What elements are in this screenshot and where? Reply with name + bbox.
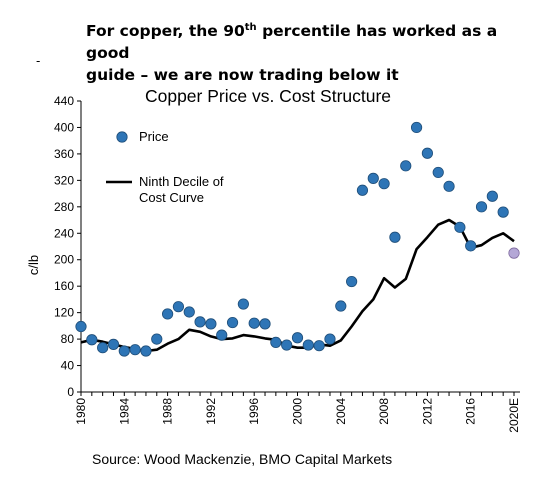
price-point (400, 160, 412, 172)
price-point (421, 147, 433, 159)
x-tick-label: 1980 (74, 398, 88, 425)
decile-line (80, 218, 515, 353)
price-point (118, 345, 130, 357)
price-point (378, 178, 390, 190)
y-tick-label: 440 (54, 94, 74, 108)
price-point (194, 316, 206, 328)
y-tick-label: 120 (54, 306, 74, 320)
price-point (129, 344, 141, 356)
y-tick-label: 40 (61, 359, 75, 373)
x-tick-label: 1984 (117, 398, 131, 425)
price-point (183, 306, 195, 318)
y-tick-label: 320 (54, 173, 74, 187)
y-tick-label: 280 (54, 200, 74, 214)
y-tick-label: 400 (54, 120, 74, 134)
legend-price-label: Price (139, 129, 169, 144)
price-point (151, 333, 163, 345)
price-point (281, 339, 293, 351)
price-point (107, 338, 120, 350)
headline: For copper, the 90th percentile has work… (86, 20, 546, 86)
y-tick-label: 0 (67, 385, 74, 399)
x-tick-label: 1992 (204, 398, 218, 425)
price-point (497, 206, 509, 218)
y-tick-label: 360 (54, 147, 74, 161)
x-tick-label: 2004 (334, 398, 348, 425)
price-point (465, 240, 477, 252)
y-tick-label: 200 (54, 253, 74, 267)
y-tick-label: 160 (54, 279, 74, 293)
axes: 0 40 80 120 160 200 240 280 320 360 400 440 1980 1984… (54, 94, 521, 433)
price-point (226, 316, 239, 329)
headline-line2: guide – we are now trading below it (86, 66, 399, 84)
x-tick-label: 2016 (464, 398, 478, 425)
x-tick-label: 2008 (377, 398, 391, 425)
price-point (410, 121, 423, 134)
forecast-point (508, 247, 520, 259)
x-tick-label: 2012 (420, 398, 434, 425)
y-axis-label: c/lb (26, 255, 41, 275)
headline-line1-pre: For copper, the 90 (86, 22, 245, 40)
price-point (486, 190, 498, 202)
legend-decile-label: Ninth Decile of (139, 174, 224, 189)
price-point (237, 298, 249, 310)
marks (75, 121, 520, 357)
price-point (205, 318, 217, 330)
price-point (346, 275, 358, 288)
source-note: Source: Wood Mackenzie, BMO Capital Mark… (92, 451, 392, 467)
headline-superscript: th (244, 21, 257, 33)
price-point (291, 332, 304, 344)
x-tick-label: 1996 (247, 398, 261, 425)
price-point (259, 318, 271, 330)
price-point (475, 201, 488, 213)
price-point (367, 172, 379, 184)
x-tick-label: 2000 (291, 398, 305, 425)
price-point (389, 231, 401, 243)
legend-decile-label: Cost Curve (139, 190, 204, 205)
price-point (302, 339, 314, 351)
price-point (443, 180, 455, 192)
legend-price-marker (116, 131, 128, 143)
headline-line1-post: percentile has worked as a good (86, 22, 498, 62)
price-point (432, 166, 444, 179)
price-point (172, 301, 185, 313)
price-point (270, 336, 282, 348)
chart-title: Copper Price vs. Cost Structure (145, 86, 391, 106)
price-point (454, 221, 466, 233)
x-tick-label: 1988 (161, 398, 175, 425)
y-tick-label: 240 (54, 226, 74, 240)
stray-dash: - (36, 54, 41, 68)
price-point (86, 334, 98, 346)
price-point (162, 308, 174, 320)
price-point (313, 340, 325, 352)
price-point (324, 333, 336, 345)
price-point (97, 342, 109, 354)
x-tick-label: 2020E (507, 398, 521, 433)
price-point (140, 345, 152, 357)
price-point (356, 184, 369, 196)
price-point (248, 317, 260, 329)
price-point (335, 300, 347, 312)
price-point (75, 320, 87, 333)
y-tick-label: 80 (61, 332, 75, 346)
price-point (216, 329, 228, 341)
